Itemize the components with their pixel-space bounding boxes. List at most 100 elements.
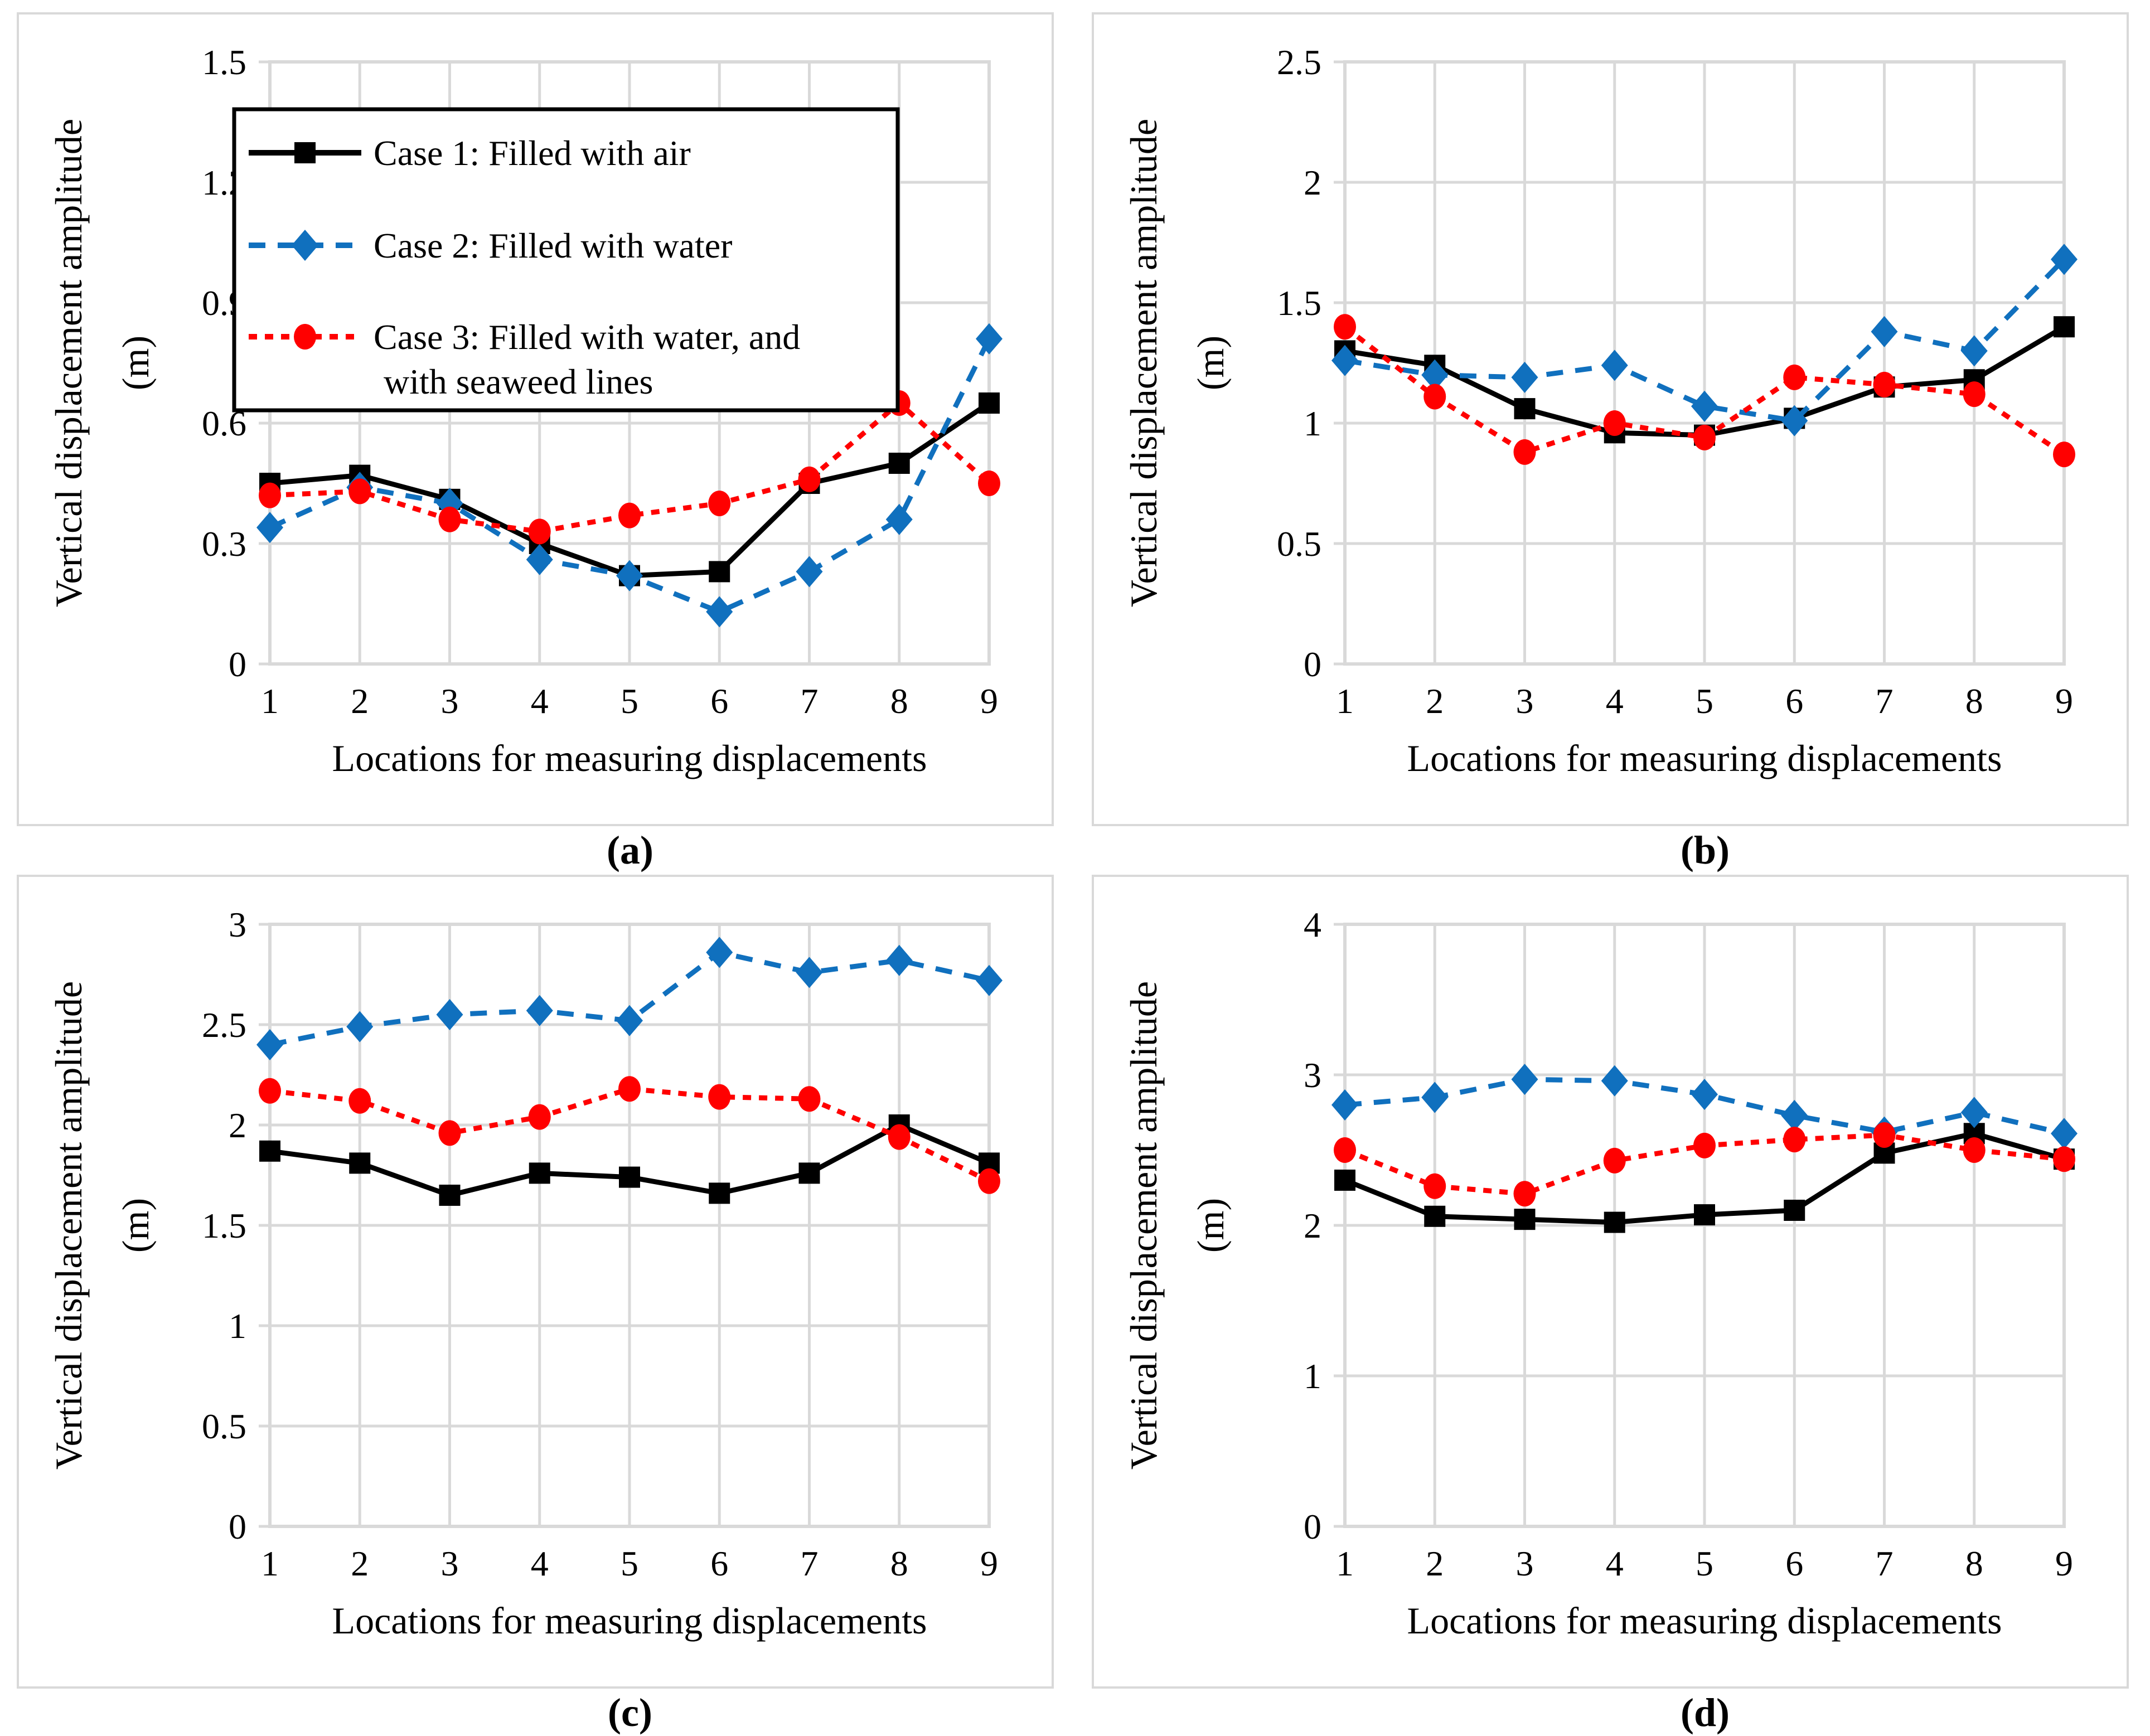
marker-case1 — [619, 1166, 640, 1188]
x-tick-label: 8 — [1965, 1544, 1983, 1583]
chart-panel-c: 0 0.5 1 1.5 2 2.5 3 1 2 3 4 5 6 7 8 9 Locations for meas… — [17, 875, 1054, 1689]
y-tick-label: 0.5 — [1277, 524, 1321, 564]
marker-case3 — [1603, 410, 1626, 436]
marker-case2 — [1331, 345, 1358, 376]
legend-label-line2: with seaweed lines — [384, 362, 653, 401]
y-tick-labels: 0 0.5 1 1.5 2 2.5 — [1277, 42, 1321, 684]
y-tick-marks — [1334, 60, 1345, 666]
marker-case1 — [1784, 1200, 1805, 1221]
marker-case2 — [2051, 1118, 2078, 1150]
x-tick-label: 3 — [441, 681, 459, 721]
marker-case3 — [1873, 1122, 1896, 1148]
legend-marker-case3 — [294, 324, 316, 350]
marker-case3 — [1603, 1147, 1626, 1174]
x-tick-label: 9 — [2055, 1544, 2073, 1583]
y-tick-label: 0.5 — [202, 1407, 246, 1446]
series-case3 — [1334, 314, 2075, 468]
x-tick-label: 3 — [1516, 1544, 1534, 1583]
marker-case2 — [1960, 335, 1988, 367]
x-tick-label: 9 — [980, 681, 998, 721]
x-tick-label: 4 — [531, 1544, 549, 1583]
marker-case1 — [798, 1162, 820, 1184]
y-tick-label: 2.5 — [1277, 42, 1321, 82]
series-case1 — [259, 1114, 1000, 1206]
x-tick-label: 2 — [1426, 1544, 1444, 1583]
x-axis-title: Locations for measuring displacements — [1407, 1599, 2002, 1642]
x-tick-label: 7 — [1876, 1544, 1894, 1583]
marker-case2 — [1331, 1089, 1358, 1121]
y-axis-title: Vertical displacement amplitude — [1122, 119, 1165, 607]
marker-case1 — [2054, 316, 2075, 338]
x-tick-label: 1 — [1336, 1544, 1354, 1583]
marker-case2 — [1691, 1079, 1718, 1111]
chart-cell-a: 0 0.3 0.6 0.9 1.2 1.5 1 2 3 4 5 6 7 8 9 Locations for m… — [0, 0, 1075, 872]
x-axis-title: Locations for measuring displacements — [332, 1599, 927, 1642]
marker-case2 — [436, 999, 463, 1030]
x-tick-labels: 1 2 3 4 5 6 7 8 9 — [1336, 1544, 2073, 1583]
x-tick-label: 2 — [351, 1544, 369, 1583]
line-case2 — [1344, 258, 2066, 424]
marker-case1 — [1694, 1204, 1715, 1226]
marker-case3 — [1513, 1181, 1536, 1207]
marker-case3 — [259, 482, 281, 508]
marker-case3 — [618, 502, 641, 528]
marker-case3 — [1873, 371, 1896, 397]
marker-case3 — [1963, 1137, 1986, 1163]
marker-case1 — [709, 561, 730, 583]
chart-cell-d: 0 1 2 3 4 1 2 3 4 5 6 7 8 9 Locations for measuring di… — [1075, 862, 2150, 1735]
marker-case3 — [438, 506, 461, 532]
x-axis-title: Locations for measuring displacements — [1407, 737, 2002, 779]
line-case3 — [269, 400, 991, 534]
marker-case3 — [438, 1120, 461, 1146]
marker-case3 — [978, 1168, 1000, 1194]
chart-panel-d: 0 1 2 3 4 1 2 3 4 5 6 7 8 9 Locations for measuring di… — [1092, 875, 2129, 1689]
sublabel-b: (b) — [1681, 828, 1730, 872]
x-tick-label: 9 — [2055, 681, 2073, 721]
legend: Case 1: Filled with air Case 2: Filled wi… — [232, 107, 900, 413]
y-tick-label: 0 — [229, 1507, 246, 1546]
marker-case3 — [1423, 384, 1446, 410]
x-tick-label: 5 — [621, 681, 638, 721]
x-tick-label: 2 — [1426, 681, 1444, 721]
chart-panel-a: 0 0.3 0.6 0.9 1.2 1.5 1 2 3 4 5 6 7 8 9 Locations for m… — [17, 12, 1054, 826]
marker-case3 — [1693, 1132, 1716, 1158]
x-tick-labels: 1 2 3 4 5 6 7 8 9 — [1336, 681, 2073, 721]
marker-case2 — [346, 1011, 374, 1042]
marker-case1 — [1514, 1209, 1536, 1230]
marker-case2 — [706, 596, 733, 628]
x-axis-title: Locations for measuring displacements — [332, 737, 927, 779]
marker-case2 — [796, 957, 823, 988]
series-case2 — [1331, 244, 2078, 437]
x-tick-label: 8 — [890, 1544, 908, 1583]
x-tick-label: 1 — [261, 1544, 279, 1583]
gridlines — [1345, 62, 2064, 664]
marker-case1 — [439, 1185, 461, 1206]
marker-case2 — [526, 995, 553, 1026]
marker-case3 — [1783, 364, 1806, 390]
y-tick-label: 1.5 — [202, 42, 246, 82]
marker-case2 — [976, 323, 1003, 355]
y-tick-marks — [1334, 923, 1345, 1528]
x-tick-label: 6 — [710, 1544, 728, 1583]
x-tick-label: 8 — [1965, 681, 1983, 721]
y-tick-label: 2.5 — [202, 1005, 246, 1045]
marker-case3 — [528, 518, 551, 545]
marker-case1 — [1514, 398, 1536, 420]
marker-case1 — [979, 392, 1000, 414]
marker-case2 — [1511, 361, 1538, 393]
marker-case2 — [1781, 405, 1808, 437]
x-tick-label: 8 — [890, 681, 908, 721]
marker-case1 — [1424, 1205, 1446, 1227]
marker-case3 — [888, 1124, 911, 1150]
series-case3 — [1334, 1122, 2075, 1207]
y-axis-title: Vertical displacement amplitude — [1122, 981, 1165, 1470]
marker-case2 — [256, 512, 283, 544]
x-tick-label: 7 — [1876, 681, 1894, 721]
marker-case1 — [259, 1140, 280, 1162]
y-tick-label: 2 — [1304, 163, 1321, 202]
x-tick-label: 7 — [801, 681, 819, 721]
marker-case2 — [796, 556, 823, 588]
y-tick-labels: 0 0.5 1 1.5 2 2.5 3 — [202, 905, 246, 1546]
